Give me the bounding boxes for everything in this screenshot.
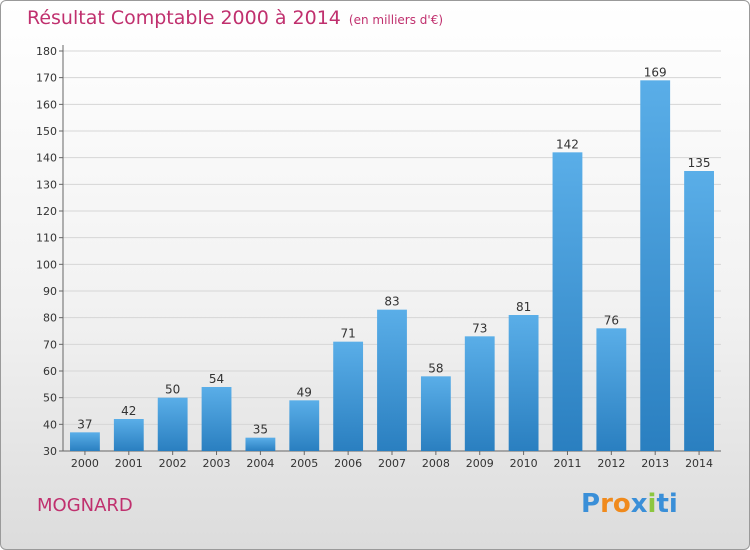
y-tick-label: 40 — [43, 418, 57, 431]
logo-letter: x — [630, 489, 648, 519]
x-tick-label: 2006 — [334, 457, 362, 470]
bar — [596, 328, 627, 451]
data-label: 35 — [253, 423, 268, 437]
proxiti-logo: Proxiti — [581, 489, 678, 519]
y-tick-label: 150 — [36, 125, 57, 138]
y-tick-label: 100 — [36, 258, 57, 271]
logo-letter: i — [668, 489, 678, 519]
data-label: 81 — [516, 300, 531, 314]
data-label: 135 — [688, 156, 711, 170]
x-tick-label: 2011 — [553, 457, 581, 470]
y-tick-label: 90 — [43, 285, 57, 298]
bar — [245, 437, 276, 451]
data-label: 58 — [428, 361, 443, 375]
data-label: 169 — [644, 65, 667, 79]
data-label: 49 — [297, 385, 312, 399]
axes: 30 40 50 60 70 80 90 100 110 120 130 140 150 160 170 18… — [36, 45, 721, 470]
y-tick-label: 70 — [43, 338, 57, 351]
x-tick-label: 2005 — [290, 457, 318, 470]
y-tick-label: 120 — [36, 205, 57, 218]
y-tick-label: 130 — [36, 178, 57, 191]
chart-unit: (en milliers d'€) — [348, 13, 444, 27]
logo-letter: r — [600, 489, 613, 519]
x-tick-label: 2014 — [685, 457, 713, 470]
data-labels: 37 42 50 54 35 49 71 83 58 73 81 142 76 169 135 — [77, 65, 710, 436]
bars — [70, 80, 714, 452]
bar — [377, 309, 407, 451]
x-tick-label: 2007 — [378, 457, 406, 470]
x-tick-label: 2000 — [71, 457, 99, 470]
logo-letter: P — [581, 489, 601, 519]
bar — [420, 376, 451, 451]
data-label: 71 — [340, 327, 355, 341]
chart-title-text: Résultat Comptable 2000 à 2014 — [27, 7, 341, 29]
x-tick-label: 2013 — [641, 457, 669, 470]
y-tick-label: 110 — [36, 232, 57, 245]
bar — [333, 341, 364, 451]
x-tick-label: 2002 — [159, 457, 187, 470]
data-label: 142 — [556, 137, 579, 151]
y-tick-label: 50 — [43, 392, 57, 405]
data-label: 54 — [209, 372, 224, 386]
x-tick-label: 2001 — [115, 457, 143, 470]
bar — [157, 397, 188, 451]
data-label: 50 — [165, 383, 180, 397]
data-label: 76 — [604, 313, 619, 327]
data-label: 73 — [472, 321, 487, 335]
bar — [201, 387, 232, 451]
logo-letter: o — [612, 489, 631, 519]
bar — [640, 80, 671, 451]
bar — [508, 315, 539, 451]
data-label: 42 — [121, 404, 136, 418]
y-tick-label: 80 — [43, 312, 57, 325]
logo-letter: t — [656, 489, 669, 519]
x-tick-label: 2008 — [422, 457, 450, 470]
x-tick-label: 2012 — [597, 457, 625, 470]
x-tick-label: 2003 — [203, 457, 231, 470]
bar — [464, 336, 495, 451]
bar — [113, 419, 144, 451]
y-tick-label: 160 — [36, 98, 57, 111]
y-tick-label: 60 — [43, 365, 57, 378]
x-tick-label: 2010 — [510, 457, 538, 470]
data-label: 83 — [384, 295, 399, 309]
y-tick-label: 180 — [36, 45, 57, 58]
y-tick-label: 140 — [36, 152, 57, 165]
data-label: 37 — [77, 417, 92, 431]
logo-letter: i — [647, 489, 657, 519]
chart-title: Résultat Comptable 2000 à 2014 (en millie… — [27, 7, 443, 29]
x-tick-label: 2009 — [466, 457, 494, 470]
commune-name: MOGNARD — [37, 495, 133, 516]
bar — [684, 171, 714, 451]
bar — [552, 152, 583, 452]
x-tick-label: 2004 — [246, 457, 274, 470]
bar — [70, 432, 100, 451]
bar — [289, 400, 320, 451]
y-tick-label: 170 — [36, 72, 57, 85]
y-tick-label: 30 — [43, 445, 57, 458]
